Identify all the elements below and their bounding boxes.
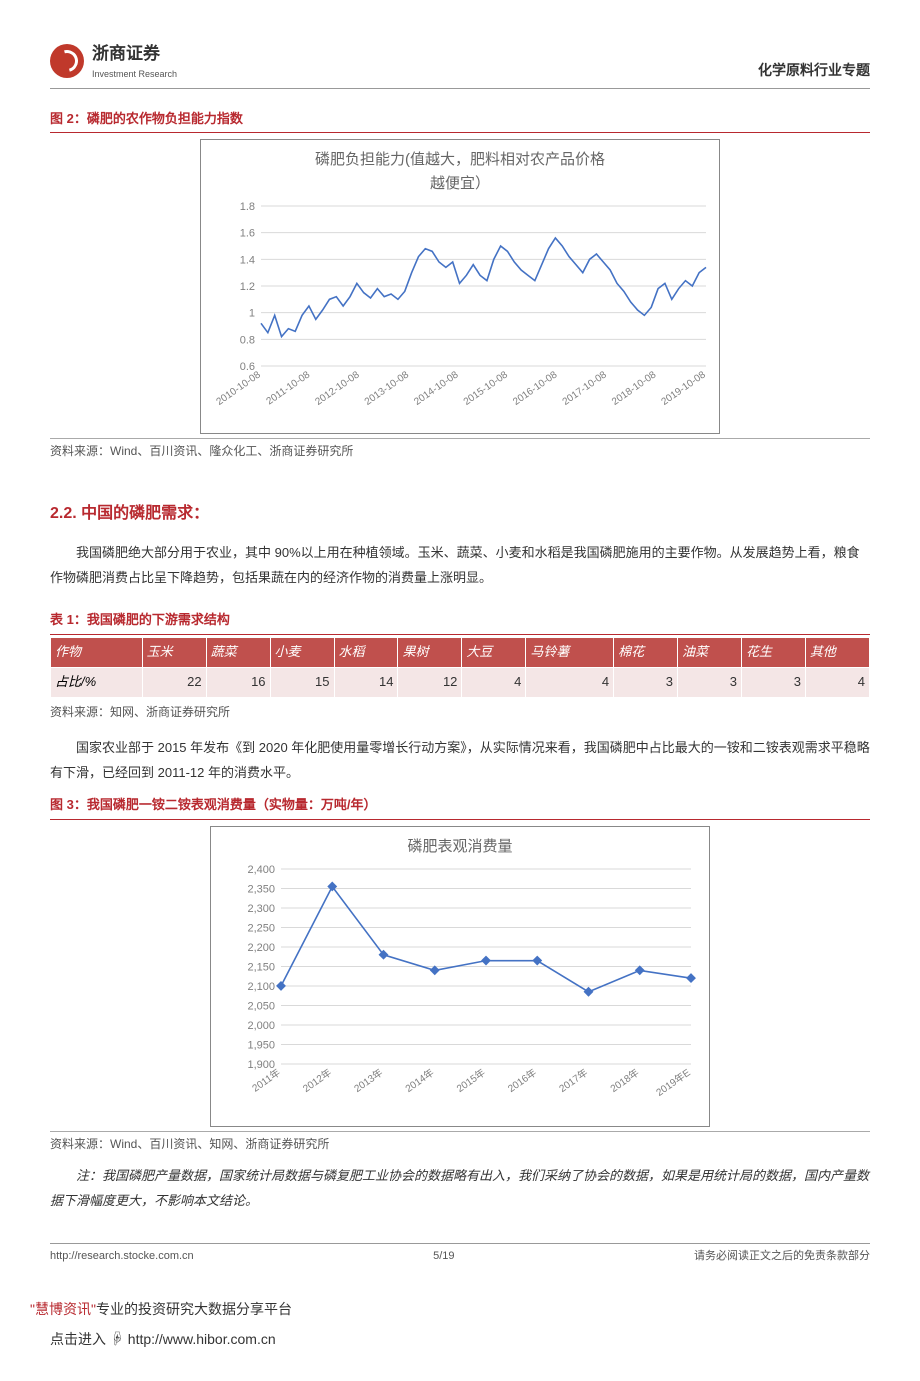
fig3-chart: 1,900 1,950 2,000 2,050 2,100 2,150 2,200 2,250…	[211, 859, 711, 1119]
svg-text:2,050: 2,050	[247, 1001, 275, 1013]
table-cell: 4	[462, 667, 526, 697]
fig2-chart-title: 磷肥负担能力(值越大，肥料相对农产品价格 越便宜）	[201, 140, 719, 196]
table-col: 花生	[741, 638, 805, 668]
svg-text:2018-10-08: 2018-10-08	[610, 370, 659, 409]
brand: 浙商证券 Investment Research	[50, 40, 177, 82]
note: 注：我国磷肥产量数据，国家统计局数据与磷复肥工业协会的数据略有出入，我们采纳了协…	[50, 1164, 870, 1213]
table-cell: 22	[142, 667, 206, 697]
table-col: 马铃薯	[526, 638, 614, 668]
svg-text:2015年: 2015年	[454, 1066, 488, 1095]
svg-text:2017年: 2017年	[556, 1066, 590, 1095]
subfooter-brand: "慧博资讯"	[30, 1301, 96, 1317]
table-col: 蔬菜	[206, 638, 270, 668]
table-cell: 15	[270, 667, 334, 697]
svg-text:1.2: 1.2	[240, 281, 255, 293]
svg-text:2012年: 2012年	[300, 1066, 334, 1095]
table-col: 水稻	[334, 638, 398, 668]
footer-disclaimer: 请务必阅读正文之后的免责条款部分	[694, 1248, 870, 1266]
table-col: 其他	[805, 638, 869, 668]
svg-text:2014-10-08: 2014-10-08	[412, 370, 461, 409]
brand-name-cn: 浙商证券	[92, 40, 177, 67]
svg-text:1: 1	[249, 308, 255, 320]
svg-text:1.6: 1.6	[240, 228, 255, 240]
fig2-source: 资料来源：Wind、百川资讯、隆众化工、浙商证券研究所	[50, 438, 870, 461]
cursor-icon: ☟	[110, 1331, 124, 1347]
fig2-chart: 0.60.811.21.41.61.82010-10-082011-10-082…	[201, 196, 721, 426]
page-header: 浙商证券 Investment Research 化学原料行业专题	[50, 40, 870, 89]
svg-text:2,300: 2,300	[247, 903, 275, 915]
svg-text:2010-10-08: 2010-10-08	[215, 370, 264, 409]
section-title: 2.2. 中国的磷肥需求：	[50, 501, 870, 527]
table-cell: 12	[398, 667, 462, 697]
sub-footer: "慧博资讯"专业的投资研究大数据分享平台 点击进入 ☟ http://www.h…	[0, 1286, 920, 1381]
table-cell: 16	[206, 667, 270, 697]
table-col: 大豆	[462, 638, 526, 668]
svg-text:2018年: 2018年	[608, 1066, 642, 1095]
table-col: 玉米	[142, 638, 206, 668]
table-cell: 3	[678, 667, 742, 697]
paragraph-2: 国家农业部于 2015 年发布《到 2020 年化肥使用量零增长行动方案》，从实…	[50, 736, 870, 785]
fig3-caption: 图 3：我国磷肥一铵二铵表观消费量（实物量：万吨/年）	[50, 795, 870, 820]
fig2-caption: 图 2：磷肥的农作物负担能力指数	[50, 109, 870, 134]
svg-text:2017-10-08: 2017-10-08	[561, 370, 610, 409]
footer-page: 5/19	[433, 1248, 454, 1266]
footer-url: http://research.stocke.com.cn	[50, 1248, 194, 1266]
svg-text:2,350: 2,350	[247, 884, 275, 896]
svg-text:2,150: 2,150	[247, 962, 275, 974]
svg-text:2011-10-08: 2011-10-08	[265, 370, 313, 408]
svg-text:2016年: 2016年	[505, 1066, 539, 1095]
table-cell: 4	[805, 667, 869, 697]
table-col: 棉花	[614, 638, 678, 668]
fig3-source: 资料来源：Wind、百川资讯、知网、浙商证券研究所	[50, 1131, 870, 1154]
svg-text:2016-10-08: 2016-10-08	[511, 370, 560, 409]
svg-text:2,100: 2,100	[247, 981, 275, 993]
table-col: 油菜	[678, 638, 742, 668]
svg-text:2014年: 2014年	[403, 1066, 437, 1095]
table-col: 果树	[398, 638, 462, 668]
table-cell: 3	[741, 667, 805, 697]
report-topic: 化学原料行业专题	[758, 59, 870, 81]
paragraph-1: 我国磷肥绝大部分用于农业，其中 90%以上用在种植领域。玉米、蔬菜、小麦和水稻是…	[50, 541, 870, 590]
svg-text:0.8: 0.8	[240, 335, 255, 347]
svg-text:2013-10-08: 2013-10-08	[363, 370, 412, 409]
brand-name-en: Investment Research	[92, 67, 177, 81]
svg-text:2013年: 2013年	[351, 1066, 385, 1095]
subfooter-url: http://www.hibor.com.cn	[128, 1331, 276, 1347]
table1: 作物玉米蔬菜小麦水稻果树大豆马铃薯棉花油菜花生其他占比/%22161514124…	[50, 637, 870, 698]
svg-text:2019-10-08: 2019-10-08	[660, 370, 709, 409]
fig3-chart-title: 磷肥表观消费量	[211, 827, 709, 859]
logo-icon	[50, 44, 84, 78]
svg-text:1.8: 1.8	[240, 201, 255, 213]
svg-text:2,250: 2,250	[247, 923, 275, 935]
svg-text:1,950: 1,950	[247, 1040, 275, 1052]
table-cell: 4	[526, 667, 614, 697]
svg-text:1.4: 1.4	[240, 255, 255, 267]
svg-text:2,000: 2,000	[247, 1020, 275, 1032]
table-col: 小麦	[270, 638, 334, 668]
table1-caption: 表 1：我国磷肥的下游需求结构	[50, 610, 870, 635]
table-cell: 14	[334, 667, 398, 697]
table-row-label: 占比/%	[51, 667, 143, 697]
svg-text:2019年E: 2019年E	[653, 1066, 693, 1099]
svg-text:2012-10-08: 2012-10-08	[313, 370, 362, 409]
svg-text:2015-10-08: 2015-10-08	[462, 370, 511, 409]
table-col: 作物	[51, 638, 143, 668]
svg-text:1,900: 1,900	[247, 1059, 275, 1071]
svg-text:2,400: 2,400	[247, 864, 275, 876]
page-footer: http://research.stocke.com.cn 5/19 请务必阅读…	[50, 1243, 870, 1266]
table-cell: 3	[614, 667, 678, 697]
table1-source: 资料来源：知网、浙商证券研究所	[50, 700, 870, 722]
svg-text:2,200: 2,200	[247, 942, 275, 954]
